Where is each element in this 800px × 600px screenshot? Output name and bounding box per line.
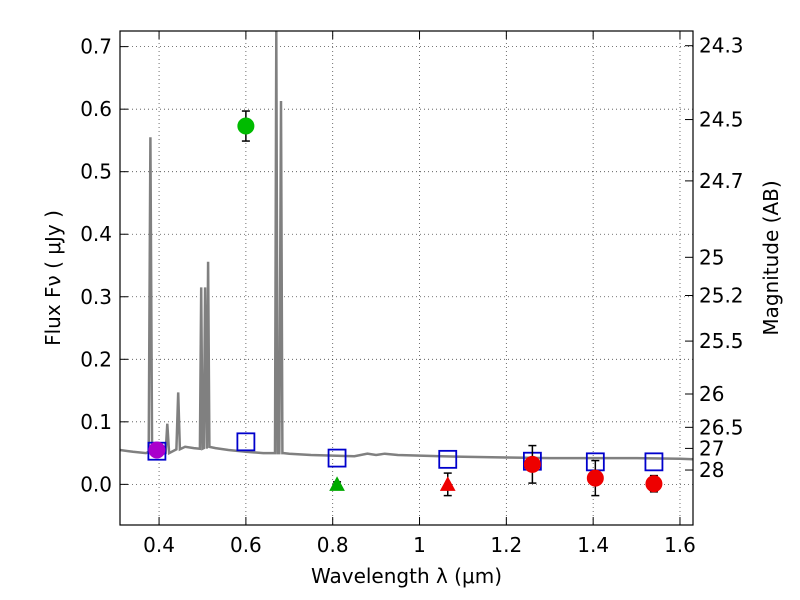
magnitude-tick-label: 24.3 [699, 34, 744, 58]
spectrum-layer [120, 31, 693, 461]
y-tick-label: 0.0 [80, 472, 112, 496]
y-tick-label: 0.3 [80, 285, 112, 309]
data-point [645, 475, 663, 493]
ticks-layer: 0.4 0.6 0.8 1 1.2 1.4 1.6 0.0 0.1 0.2 0.3 0.4 0.5 0.6… [80, 31, 744, 557]
x-tick-label: 1.4 [577, 533, 609, 557]
y-tick-label: 0.6 [80, 97, 112, 121]
data-point [586, 469, 604, 487]
model-photometry-point [438, 449, 458, 469]
y-tick-label: 0.2 [80, 347, 112, 371]
grid-layer [120, 31, 693, 525]
x-tick-label: 1 [413, 533, 426, 557]
data-point [523, 455, 541, 473]
model-spectrum-line [120, 31, 693, 461]
magnitude-tick-label: 26 [699, 382, 724, 406]
y-tick-label: 0.4 [80, 222, 112, 246]
y-tick-label: 0.5 [80, 160, 112, 184]
x-tick-label: 1.6 [664, 533, 696, 557]
magnitude-tick-label: 27 [699, 436, 724, 460]
magnitude-tick-label: 24.7 [699, 169, 744, 193]
x-tick-label: 0.4 [143, 533, 175, 557]
magnitude-tick-label: 25.5 [699, 329, 744, 353]
magnitude-tick-label: 25.2 [699, 284, 744, 308]
model-photometry-point [644, 452, 664, 472]
magnitude-tick-label: 24.5 [699, 108, 744, 132]
data-point [148, 441, 166, 459]
upper-limit-marker [329, 476, 345, 491]
upper-limit-marker [439, 476, 456, 491]
model-photometry-point [327, 448, 347, 468]
y-tick-label: 0.7 [80, 35, 112, 59]
data-point [237, 117, 255, 135]
x-tick-label: 0.8 [317, 533, 349, 557]
model-photometry-point [236, 432, 256, 452]
x-tick-label: 0.6 [230, 533, 262, 557]
y-axis-title: Flux Fν ( μJy ) [41, 210, 65, 346]
magnitude-axis-title: Magnitude (AB) [759, 180, 783, 335]
magnitude-tick-label: 26.5 [699, 415, 744, 439]
x-tick-label: 1.2 [490, 533, 522, 557]
x-axis-title: Wavelength λ (μm) [311, 564, 502, 588]
y-tick-label: 0.1 [80, 410, 112, 434]
points-layer [147, 110, 664, 497]
magnitude-tick-label: 28 [699, 458, 724, 482]
magnitude-tick-label: 25 [699, 245, 724, 269]
plot-frame [119, 30, 694, 526]
